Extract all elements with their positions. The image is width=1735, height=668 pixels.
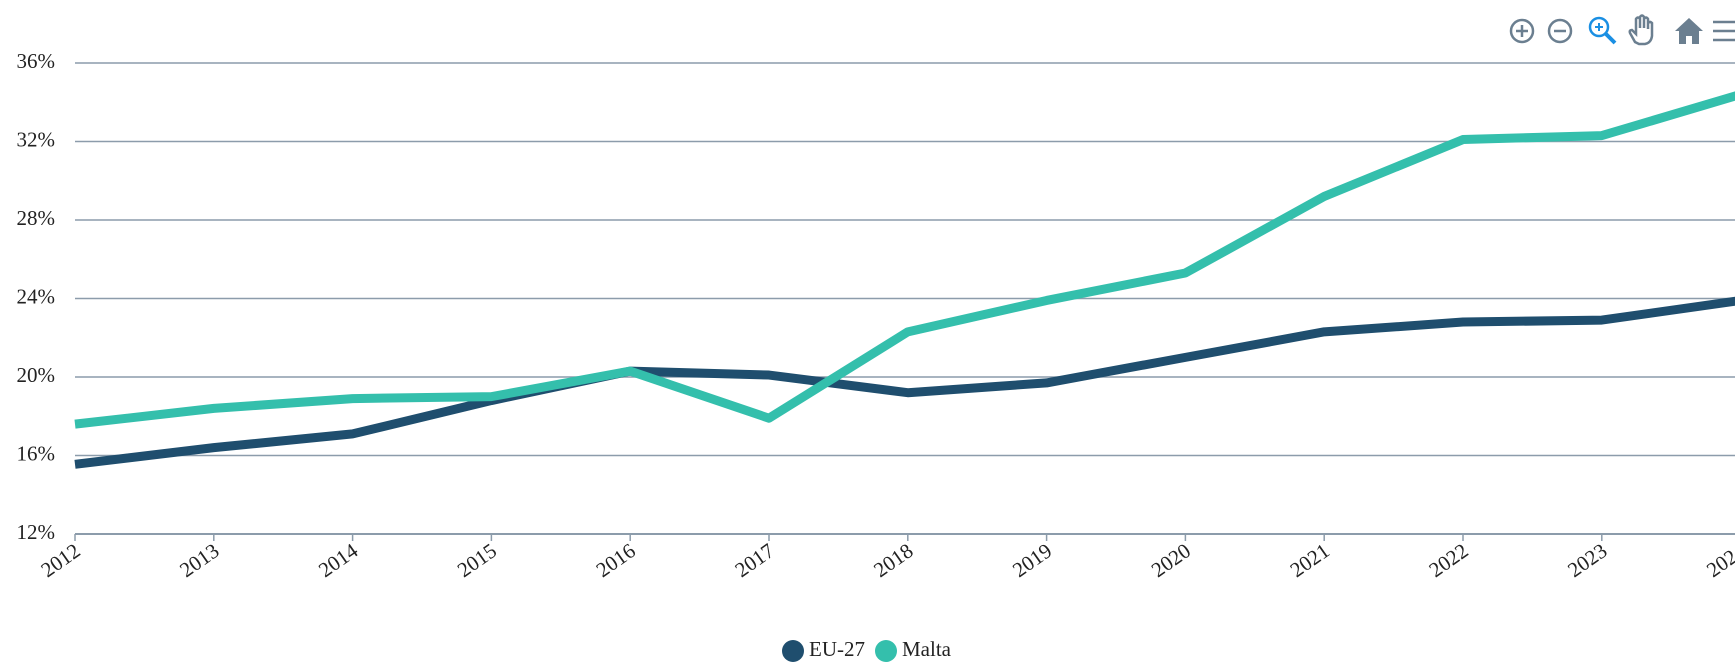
legend-marker bbox=[875, 640, 897, 662]
y-tick-label: 28% bbox=[17, 206, 56, 230]
x-tick-label: 2023 bbox=[1563, 538, 1611, 582]
legend-item: Malta bbox=[875, 637, 952, 662]
data-line bbox=[74, 296, 1735, 469]
x-tick-label: 2021 bbox=[1286, 538, 1334, 582]
toolbar bbox=[1509, 14, 1735, 46]
x-tick-label: 2018 bbox=[869, 538, 917, 582]
y-tick-label: 16% bbox=[17, 441, 56, 465]
x-tick-label: 2019 bbox=[1008, 538, 1056, 582]
x-tick-label: 2017 bbox=[730, 538, 778, 582]
zoom-in-button[interactable] bbox=[1509, 18, 1535, 44]
selection-zoom-button[interactable] bbox=[1588, 16, 1617, 45]
x-tick-label: 2013 bbox=[175, 538, 223, 582]
data-line bbox=[74, 91, 1735, 429]
y-tick-label: 24% bbox=[17, 284, 56, 308]
zoom-out-button[interactable] bbox=[1547, 18, 1573, 44]
x-tick-label: 2020 bbox=[1147, 538, 1195, 582]
x-tick-label: 2024 bbox=[1702, 538, 1735, 582]
legend-label: EU-27 bbox=[809, 637, 865, 661]
x-tick-label: 2016 bbox=[592, 538, 640, 582]
x-tick-label: 2014 bbox=[314, 538, 363, 582]
y-tick-label: 20% bbox=[17, 363, 56, 387]
y-tick-label: 36% bbox=[17, 49, 56, 73]
reset-button[interactable] bbox=[1675, 18, 1703, 44]
x-tick-label: 2012 bbox=[36, 538, 84, 582]
pan-button[interactable] bbox=[1628, 14, 1654, 46]
legend-label: Malta bbox=[902, 637, 952, 661]
legend-marker bbox=[782, 640, 804, 662]
x-tick-label: 2015 bbox=[453, 538, 501, 582]
menu-button[interactable] bbox=[1713, 20, 1735, 42]
y-tick-label: 32% bbox=[17, 127, 56, 151]
y-tick-label: 12% bbox=[17, 520, 56, 544]
x-tick-label: 2022 bbox=[1424, 538, 1472, 582]
legend-item: EU-27 bbox=[782, 637, 865, 662]
